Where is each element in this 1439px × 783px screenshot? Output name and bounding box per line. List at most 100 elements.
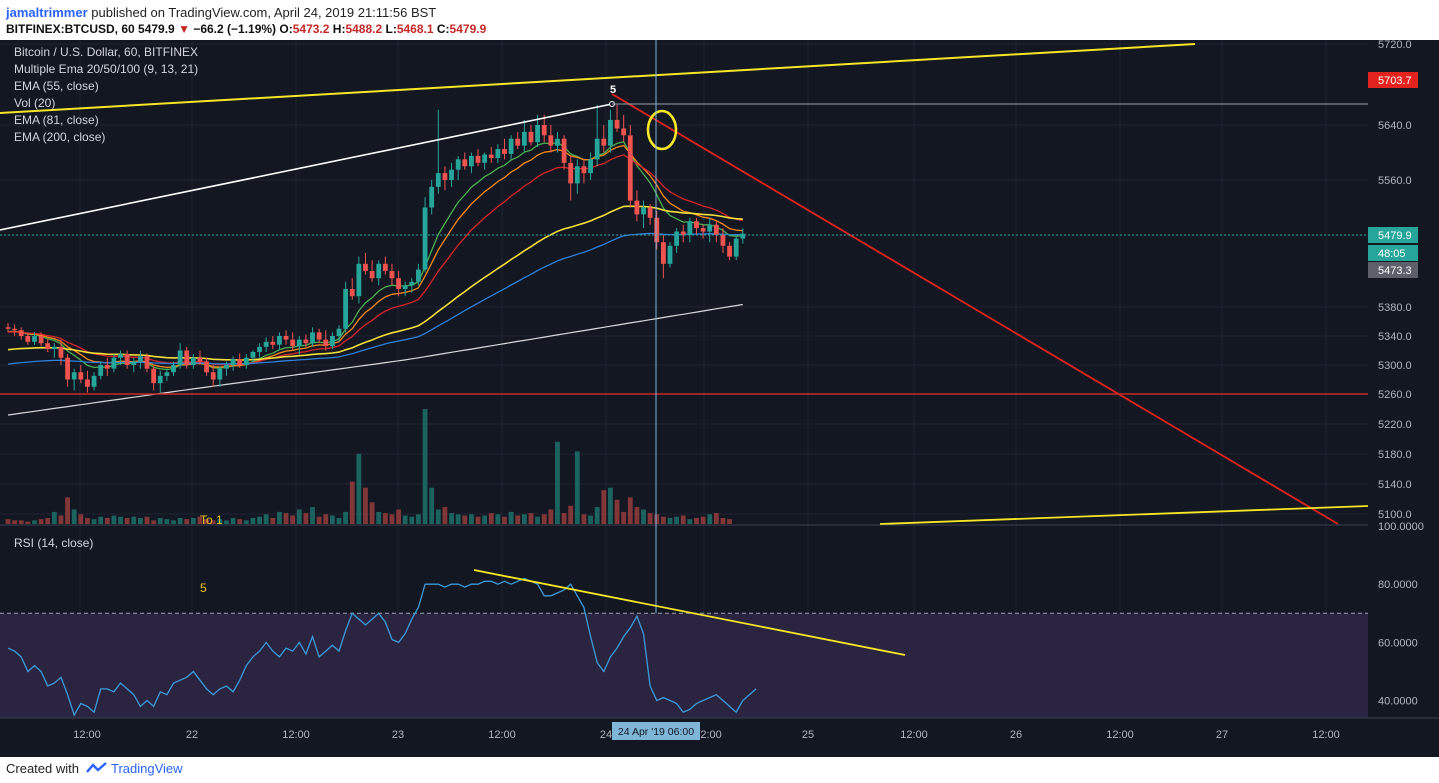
- volume-bar: [713, 513, 719, 524]
- symbol: BITFINEX:BTCUSD, 60: [6, 22, 135, 36]
- tradingview-logo-icon: [85, 762, 107, 773]
- volume-bar: [389, 514, 395, 524]
- chart-canvas[interactable]: 5To 1 5 5720.05640.05560.05480.05380.053…: [0, 39, 1439, 757]
- volume-bar: [455, 514, 461, 524]
- volume-bar: [131, 516, 137, 524]
- volume-bar: [290, 515, 296, 524]
- legend-item-ema-200[interactable]: EMA (200, close): [14, 130, 106, 144]
- volume-bar: [469, 514, 474, 524]
- volume-bar: [508, 511, 514, 524]
- candle-body: [515, 138, 521, 146]
- ema-200-line: [7, 303, 743, 416]
- chart-area[interactable]: 5To 1 5 5720.05640.05560.05480.05380.053…: [0, 39, 1439, 757]
- candle-body: [429, 186, 435, 208]
- wave-label-5: 5: [610, 84, 616, 96]
- candle-body: [217, 368, 223, 380]
- crosshair-time-label: 24 Apr '19 06:00: [618, 726, 694, 738]
- candle-body: [462, 159, 468, 167]
- volume-bar: [422, 409, 428, 524]
- candle-body: [416, 269, 421, 282]
- legend-item-vol[interactable]: Vol (20): [14, 96, 56, 110]
- candle-body: [310, 332, 315, 344]
- candle-body: [614, 119, 620, 129]
- candle-body: [482, 154, 488, 163]
- price-tick-label: 5380.0: [1378, 302, 1412, 314]
- volume-bar: [594, 507, 600, 524]
- candle-body: [601, 138, 607, 146]
- volume-bar: [316, 516, 322, 524]
- volume-bar: [488, 513, 494, 524]
- crosshair-time-bg: [612, 722, 700, 740]
- candle-body: [621, 128, 627, 136]
- price-tag-countdown: 48:05: [1378, 248, 1406, 260]
- candle-body: [290, 339, 296, 347]
- candle-body: [548, 135, 554, 146]
- volume-bar: [449, 513, 454, 524]
- volume-bar: [138, 517, 143, 524]
- volume-bar: [416, 514, 421, 524]
- volume-bar: [224, 520, 229, 524]
- candle-body: [422, 207, 428, 270]
- volume-bar: [177, 517, 183, 524]
- volume-bar: [535, 516, 540, 524]
- volume-bar: [614, 499, 620, 524]
- candle-body: [740, 233, 746, 239]
- volume-bar: [680, 515, 686, 524]
- rsi-overbought-band: [0, 613, 1368, 718]
- volume-bar: [641, 509, 646, 524]
- symbol-info: BITFINEX:BTCUSD, 60 5479.9 ▼ −66.2 (−1.1…: [6, 22, 486, 36]
- time-axis: 12:00 22 12:00 23 12:00 24 12:00 25 12:00 26 12:00…: [0, 717, 1439, 741]
- volume-bar: [555, 441, 560, 524]
- candle-body: [343, 289, 349, 329]
- volume-bar: [263, 514, 269, 524]
- rsi-tick-label: 80.0000: [1378, 579, 1418, 591]
- candle-body: [535, 125, 540, 143]
- candle-body: [131, 361, 137, 365]
- candle-body: [164, 372, 170, 376]
- volume-bar: [581, 514, 587, 524]
- author-link[interactable]: jamaltrimmer: [6, 5, 88, 20]
- open-value: 5473.2: [292, 22, 330, 36]
- volume-bar: [144, 516, 150, 524]
- legend-item-multiple-ema[interactable]: Multiple Ema 20/50/100 (9, 13, 21): [14, 62, 199, 76]
- candle-body: [608, 119, 613, 146]
- rsi-wave-label: 5: [200, 581, 207, 595]
- rsi-tick-label: 100.0000: [1378, 521, 1424, 533]
- open-label: O:: [279, 22, 293, 36]
- volume-bar: [621, 511, 627, 524]
- candle-body: [316, 332, 322, 340]
- candle-body: [555, 138, 560, 146]
- candle-body: [277, 336, 282, 345]
- candle-body: [349, 289, 355, 297]
- volume-bar: [369, 502, 375, 524]
- volume-bar: [429, 487, 435, 524]
- candle-body: [78, 372, 84, 380]
- time-tick-label: 24: [600, 729, 612, 741]
- volume-bar: [151, 520, 157, 524]
- rsi-divergence-line: [473, 569, 906, 656]
- tradingview-brand-link[interactable]: TradingView: [111, 761, 183, 776]
- price-tick-label: 5340.0: [1378, 331, 1412, 343]
- high-value: 5488.2: [345, 22, 383, 36]
- candle-body: [508, 138, 514, 154]
- price-tick-label: 5720.0: [1378, 40, 1412, 51]
- legend-item-ema-55[interactable]: EMA (55, close): [14, 79, 99, 93]
- candle-body: [409, 281, 415, 286]
- candle-body: [455, 159, 461, 170]
- legend-item-ema-81[interactable]: EMA (81, close): [14, 113, 99, 127]
- volume-bar: [323, 514, 329, 524]
- volume-bar: [104, 517, 110, 524]
- volume-bar: [303, 513, 309, 524]
- legend-item-rsi[interactable]: RSI (14, close): [14, 536, 94, 550]
- price-tag-high-bg: [1368, 72, 1418, 88]
- candle-body: [541, 125, 547, 136]
- volume-bar: [45, 517, 51, 524]
- volume-bar: [627, 497, 633, 524]
- volume-bar: [363, 487, 368, 524]
- volume-bar: [32, 520, 37, 524]
- candle-body: [32, 336, 37, 342]
- candle-body: [283, 336, 289, 340]
- time-tick-label: 12:00: [282, 729, 310, 741]
- volume-bar: [230, 517, 236, 524]
- price-tag-last-bg: [1368, 227, 1418, 243]
